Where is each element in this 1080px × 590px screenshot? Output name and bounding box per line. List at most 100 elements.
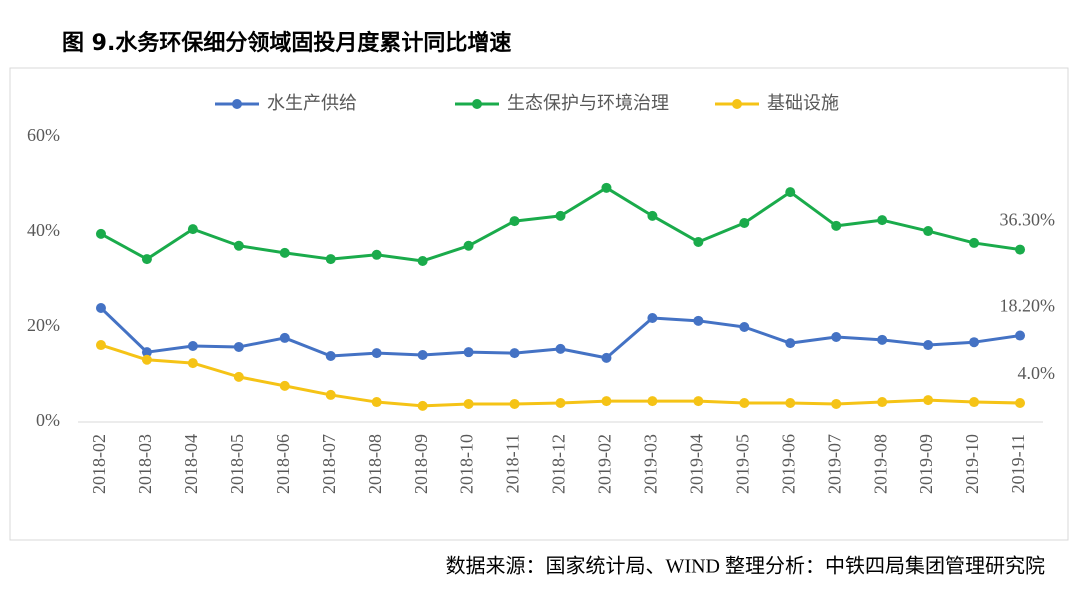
data-point xyxy=(95,340,106,351)
legend-label: 生态保护与环境治理 xyxy=(507,93,669,114)
data-point xyxy=(785,398,796,408)
x-tick-label: 2018-02 xyxy=(89,434,109,494)
data-point xyxy=(647,312,658,323)
y-tick-label: 0% xyxy=(36,410,60,430)
data-point xyxy=(969,337,980,348)
data-point xyxy=(95,303,106,313)
data-point xyxy=(831,398,842,409)
data-point xyxy=(555,210,566,221)
data-point xyxy=(923,226,934,237)
x-tick-label: 2018-10 xyxy=(457,434,477,494)
x-tick-label: 2019-05 xyxy=(732,434,752,494)
x-tick-label: 2019-10 xyxy=(962,434,982,494)
data-point xyxy=(739,322,750,332)
data-point xyxy=(509,348,520,359)
x-tick-label: 2018-08 xyxy=(365,434,385,494)
data-point xyxy=(877,397,888,408)
data-point xyxy=(233,371,244,382)
x-tick-label: 2018-06 xyxy=(273,434,293,494)
data-point xyxy=(509,398,520,409)
value-label: 4.0% xyxy=(1018,363,1056,383)
legend-marker xyxy=(472,99,482,109)
x-tick-label: 2019-03 xyxy=(641,434,661,494)
legend-label: 基础设施 xyxy=(767,93,839,114)
x-tick-label: 2019-08 xyxy=(870,434,890,494)
data-point xyxy=(187,358,198,369)
data-point xyxy=(279,380,290,391)
data-point xyxy=(831,331,842,342)
data-point xyxy=(463,347,474,358)
data-point xyxy=(325,389,336,400)
x-tick-label: 2019-06 xyxy=(778,434,798,494)
data-point xyxy=(417,400,428,411)
data-point xyxy=(141,347,152,358)
data-point xyxy=(1015,244,1026,255)
x-tick-label: 2018-04 xyxy=(181,434,201,494)
x-tick-label: 2019-07 xyxy=(824,434,844,494)
data-point xyxy=(647,396,658,407)
chart-title: 图 9.水务环保细分领域固投月度累计同比增速 xyxy=(62,30,511,56)
source-note: 数据来源：国家统计局、WIND 整理分析：中铁四局集团管理研究院 xyxy=(446,555,1045,578)
x-tick-label: 2019-04 xyxy=(686,434,706,494)
legend-label: 水生产供给 xyxy=(267,93,357,114)
data-point xyxy=(417,255,428,266)
legend-marker xyxy=(232,99,242,109)
data-point xyxy=(601,352,612,363)
x-tick-label: 2018-03 xyxy=(135,434,155,494)
data-point xyxy=(969,397,980,408)
data-point xyxy=(739,398,750,408)
x-tick-label: 2019-09 xyxy=(916,434,936,494)
data-point xyxy=(831,220,842,231)
data-point xyxy=(371,249,382,260)
data-point xyxy=(325,350,336,361)
x-tick-label: 2018-12 xyxy=(549,434,569,494)
data-point xyxy=(601,182,612,193)
data-point xyxy=(187,341,198,351)
data-point xyxy=(601,396,612,407)
data-point xyxy=(647,210,658,221)
data-point xyxy=(371,397,382,408)
data-point xyxy=(141,354,152,365)
data-point xyxy=(1015,330,1026,341)
value-label: 36.30% xyxy=(1000,210,1056,230)
data-point xyxy=(279,247,290,258)
x-tick-label: 2019-11 xyxy=(1008,434,1028,493)
data-point xyxy=(923,395,934,406)
chart-frame xyxy=(9,67,1069,541)
data-point xyxy=(187,224,198,235)
data-point xyxy=(463,398,474,409)
data-point xyxy=(877,215,888,226)
data-point xyxy=(739,217,750,228)
data-point xyxy=(877,334,888,345)
y-tick-label: 60% xyxy=(27,125,60,145)
data-point xyxy=(371,348,382,359)
x-tick-label: 2018-11 xyxy=(503,434,523,493)
value-label: 18.20% xyxy=(1000,296,1056,316)
data-point xyxy=(233,341,244,352)
legend-marker xyxy=(732,99,742,109)
data-point xyxy=(509,216,520,227)
x-tick-label: 2019-02 xyxy=(595,434,615,494)
data-point xyxy=(463,240,474,251)
data-point xyxy=(1015,398,1026,408)
data-point xyxy=(141,254,152,265)
data-point xyxy=(325,254,336,265)
data-point xyxy=(785,187,796,198)
data-point xyxy=(95,228,106,239)
data-point xyxy=(233,240,244,251)
data-point xyxy=(555,398,566,408)
y-tick-label: 40% xyxy=(27,220,60,240)
data-point xyxy=(785,338,796,349)
x-tick-label: 2018-09 xyxy=(411,434,431,494)
data-point xyxy=(969,237,980,248)
data-point xyxy=(555,343,566,354)
data-point xyxy=(693,236,704,247)
data-point xyxy=(417,350,428,361)
data-point xyxy=(279,332,290,343)
data-point xyxy=(693,396,704,407)
x-tick-label: 2018-07 xyxy=(319,434,339,494)
x-tick-label: 2018-05 xyxy=(227,434,247,494)
data-point xyxy=(923,340,934,351)
